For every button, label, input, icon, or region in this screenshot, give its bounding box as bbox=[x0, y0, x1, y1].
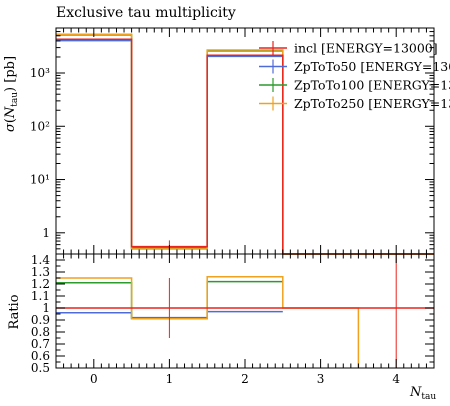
ratio-y-tick-label: 1 bbox=[42, 301, 50, 315]
ratio-y-tick-label: 1.3 bbox=[31, 265, 50, 279]
ratio-y-tick-label: 0.5 bbox=[31, 361, 50, 375]
legend-label: incl [ENERGY=13000] bbox=[294, 41, 438, 56]
ratio-series-line bbox=[56, 276, 360, 368]
x-tick-label: 4 bbox=[392, 372, 400, 386]
main-y-tick-label: 10³ bbox=[30, 66, 50, 80]
legend: incl [ENERGY=13000] ZpToTo50 [ENERGY=1300… bbox=[259, 41, 450, 111]
ratio-axis-label: Ratio bbox=[7, 294, 22, 329]
main-y-tick-label: 10¹ bbox=[30, 173, 50, 187]
y-axis-label: σ(Ntau) [pb] bbox=[3, 56, 20, 132]
x-tick-label: 1 bbox=[166, 372, 174, 386]
x-tick-label: 2 bbox=[241, 372, 249, 386]
main-y-tick-label: 10² bbox=[30, 119, 50, 133]
legend-label: ZpToTo250 [ENERGY=13000] bbox=[294, 96, 450, 111]
ratio-y-tick-label: 1.4 bbox=[31, 253, 50, 267]
x-tick-labels: 0 1 2 3 4 bbox=[90, 372, 400, 386]
ratio-y-tick-label: 0.8 bbox=[31, 325, 50, 339]
main-x-ticks bbox=[55, 28, 435, 254]
ratio-y-tick-label: 0.7 bbox=[31, 337, 50, 351]
legend-item: ZpToTo50 [ENERGY=13000] bbox=[259, 59, 450, 74]
chart-title: Exclusive tau multiplicity bbox=[56, 5, 236, 21]
ratio-y-tick-label: 1.2 bbox=[31, 277, 50, 291]
legend-label: ZpToTo100 [ENERGY=13000] bbox=[294, 78, 450, 93]
ratio-y-tick-label: 1.1 bbox=[31, 289, 50, 303]
legend-item: ZpToTo100 [ENERGY=13000] bbox=[259, 78, 450, 93]
ratio-series bbox=[56, 254, 434, 368]
x-tick-label: 3 bbox=[317, 372, 325, 386]
x-tick-label: 0 bbox=[90, 372, 98, 386]
ratio-y-tick-label: 0.9 bbox=[31, 313, 50, 327]
legend-label: ZpToTo50 [ENERGY=13000] bbox=[294, 59, 450, 74]
ratio-plot: 0.50.60.70.80.911.11.21.31.4 Ratio bbox=[7, 253, 435, 375]
ratio-x-ticks bbox=[55, 254, 435, 368]
ratio-y-tick-label: 0.6 bbox=[31, 349, 50, 363]
legend-item: incl [ENERGY=13000] bbox=[259, 41, 438, 56]
main-y-ticks: 10³ 10² 10¹ 1 bbox=[30, 27, 434, 255]
ratio-y-ticks: 0.50.60.70.80.911.11.21.31.4 bbox=[31, 253, 434, 375]
main-plot: 10³ 10² 10¹ 1 σ(Ntau) [pb] bbox=[3, 27, 435, 255]
main-y-tick-label: 1 bbox=[42, 226, 50, 240]
legend-item: ZpToTo250 [ENERGY=13000] bbox=[259, 96, 450, 111]
x-axis-label: Ntau bbox=[409, 385, 436, 402]
